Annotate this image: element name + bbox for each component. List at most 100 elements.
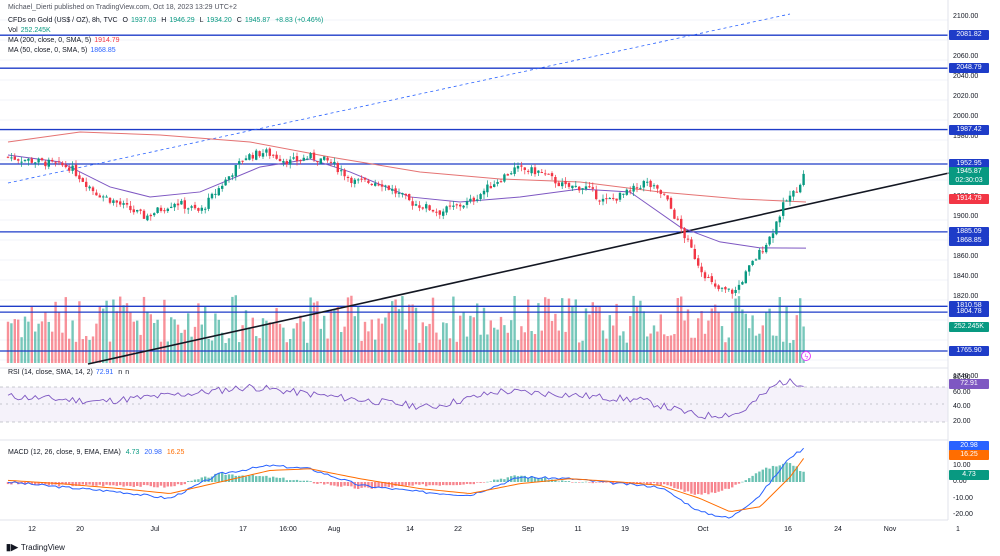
macd-histogram-bar — [612, 482, 615, 485]
macd-histogram-bar — [496, 479, 499, 482]
volume-bar — [771, 335, 775, 363]
candle-body — [13, 156, 16, 160]
candle-body — [632, 185, 635, 192]
volume-bar — [639, 300, 642, 363]
macd-histogram-bar — [414, 482, 418, 485]
macd-histogram-bar — [384, 482, 387, 487]
macd-histogram-bar — [710, 482, 713, 493]
macd-histogram-bar — [690, 482, 693, 494]
candle-body — [714, 283, 717, 287]
macd-histogram-bar — [326, 482, 329, 484]
macd-histogram-bar — [455, 482, 458, 486]
ma200-legend[interactable]: MA (200, close, 0, SMA, 5) 1914.79 — [8, 37, 120, 44]
volume-bar — [380, 323, 384, 363]
candle-body — [272, 154, 275, 156]
macd-histogram-bar — [506, 477, 509, 482]
macd-histogram-bar — [520, 475, 523, 482]
candle-body — [248, 154, 251, 160]
volume-bar — [285, 342, 288, 363]
volume-bar — [64, 297, 67, 363]
volume-bar — [132, 321, 135, 363]
volume-bar — [527, 299, 530, 363]
candle-body — [370, 183, 373, 185]
volume-bar — [190, 336, 193, 363]
ma50-tag: 1868.85 — [949, 236, 989, 246]
candle-body — [394, 188, 397, 194]
volume-bar — [404, 329, 407, 363]
candle-body — [142, 210, 146, 219]
macd-histogram-bar — [78, 482, 81, 486]
candle-body — [496, 181, 499, 184]
volume-bar — [486, 334, 489, 363]
volume-bar — [802, 326, 805, 363]
candle-body — [642, 181, 645, 188]
volume-bar — [734, 298, 737, 363]
candle-body — [724, 287, 727, 290]
volume-bar — [112, 299, 115, 363]
volume-bar — [217, 319, 220, 363]
volume-bar — [102, 308, 105, 363]
time-axis-label: 12 — [28, 526, 36, 533]
volume-bar — [578, 342, 581, 363]
candle-body — [346, 176, 350, 178]
candle-body — [353, 179, 356, 184]
candle-body — [193, 204, 197, 209]
macd-histogram-bar — [540, 478, 543, 482]
macd-histogram-bar — [717, 482, 720, 492]
candle-body — [510, 173, 513, 175]
volume-bar — [557, 330, 560, 363]
macd-histogram-bar — [479, 482, 482, 483]
candle-body — [462, 205, 465, 208]
volume-bar — [710, 308, 713, 363]
macd-histogram-bar — [115, 482, 118, 486]
candle-body — [516, 165, 520, 169]
macd-histogram-bar — [391, 482, 394, 488]
candle-body — [414, 204, 418, 206]
volume-bar — [506, 332, 509, 363]
candle-body — [173, 203, 176, 208]
candle-body — [387, 185, 390, 190]
macd-histogram-bar — [108, 482, 112, 486]
macd-histogram-bar — [591, 482, 594, 484]
macd-histogram-bar — [105, 482, 108, 485]
candle-body — [741, 282, 744, 285]
volume-bar — [421, 322, 424, 363]
macd-histogram-bar — [397, 482, 401, 487]
candle-body — [523, 167, 526, 170]
volume-bar — [272, 322, 275, 363]
candle-body — [428, 205, 431, 211]
macd-histogram-bar — [761, 469, 764, 482]
volume-bar — [659, 314, 662, 363]
time-axis-label: 16 — [784, 526, 792, 533]
macd-histogram-bar — [88, 482, 91, 485]
macd-histogram-bar — [632, 482, 635, 484]
macd-hist-tag: 4.73 — [949, 470, 989, 480]
volume-bar — [17, 319, 20, 363]
candle-body — [343, 169, 346, 177]
macd-histogram-bar — [649, 482, 652, 485]
time-axis-label: 1 — [956, 526, 960, 533]
price-axis-label: 2100.00 — [953, 12, 979, 20]
ma50-legend[interactable]: MA (50, close, 0, SMA, 5) 1868.85 — [8, 47, 116, 54]
volume-bar — [472, 317, 475, 363]
candle-body — [244, 158, 248, 161]
macd-histogram-bar — [493, 479, 496, 482]
candle-body — [404, 193, 407, 196]
macd-axis-label: 10.00 — [953, 461, 971, 469]
macd-histogram-bar — [204, 476, 207, 482]
tradingview-footer[interactable]: ▮▶ TradingView — [6, 542, 65, 553]
candle-body — [156, 207, 159, 213]
candle-body — [751, 260, 754, 265]
macd-legend[interactable]: MACD (12, 26, close, 9, EMA, EMA) 4.73 2… — [8, 449, 185, 456]
macd-histogram-bar — [697, 482, 700, 495]
macd-histogram-bar — [666, 482, 669, 486]
volume-bar — [391, 301, 394, 363]
ma200-line — [7, 131, 807, 203]
candle-body — [37, 158, 40, 163]
macd-histogram-bar — [149, 482, 152, 487]
macd-histogram-bar — [669, 482, 673, 487]
candle-body — [499, 181, 503, 183]
volume-bar — [51, 331, 54, 363]
